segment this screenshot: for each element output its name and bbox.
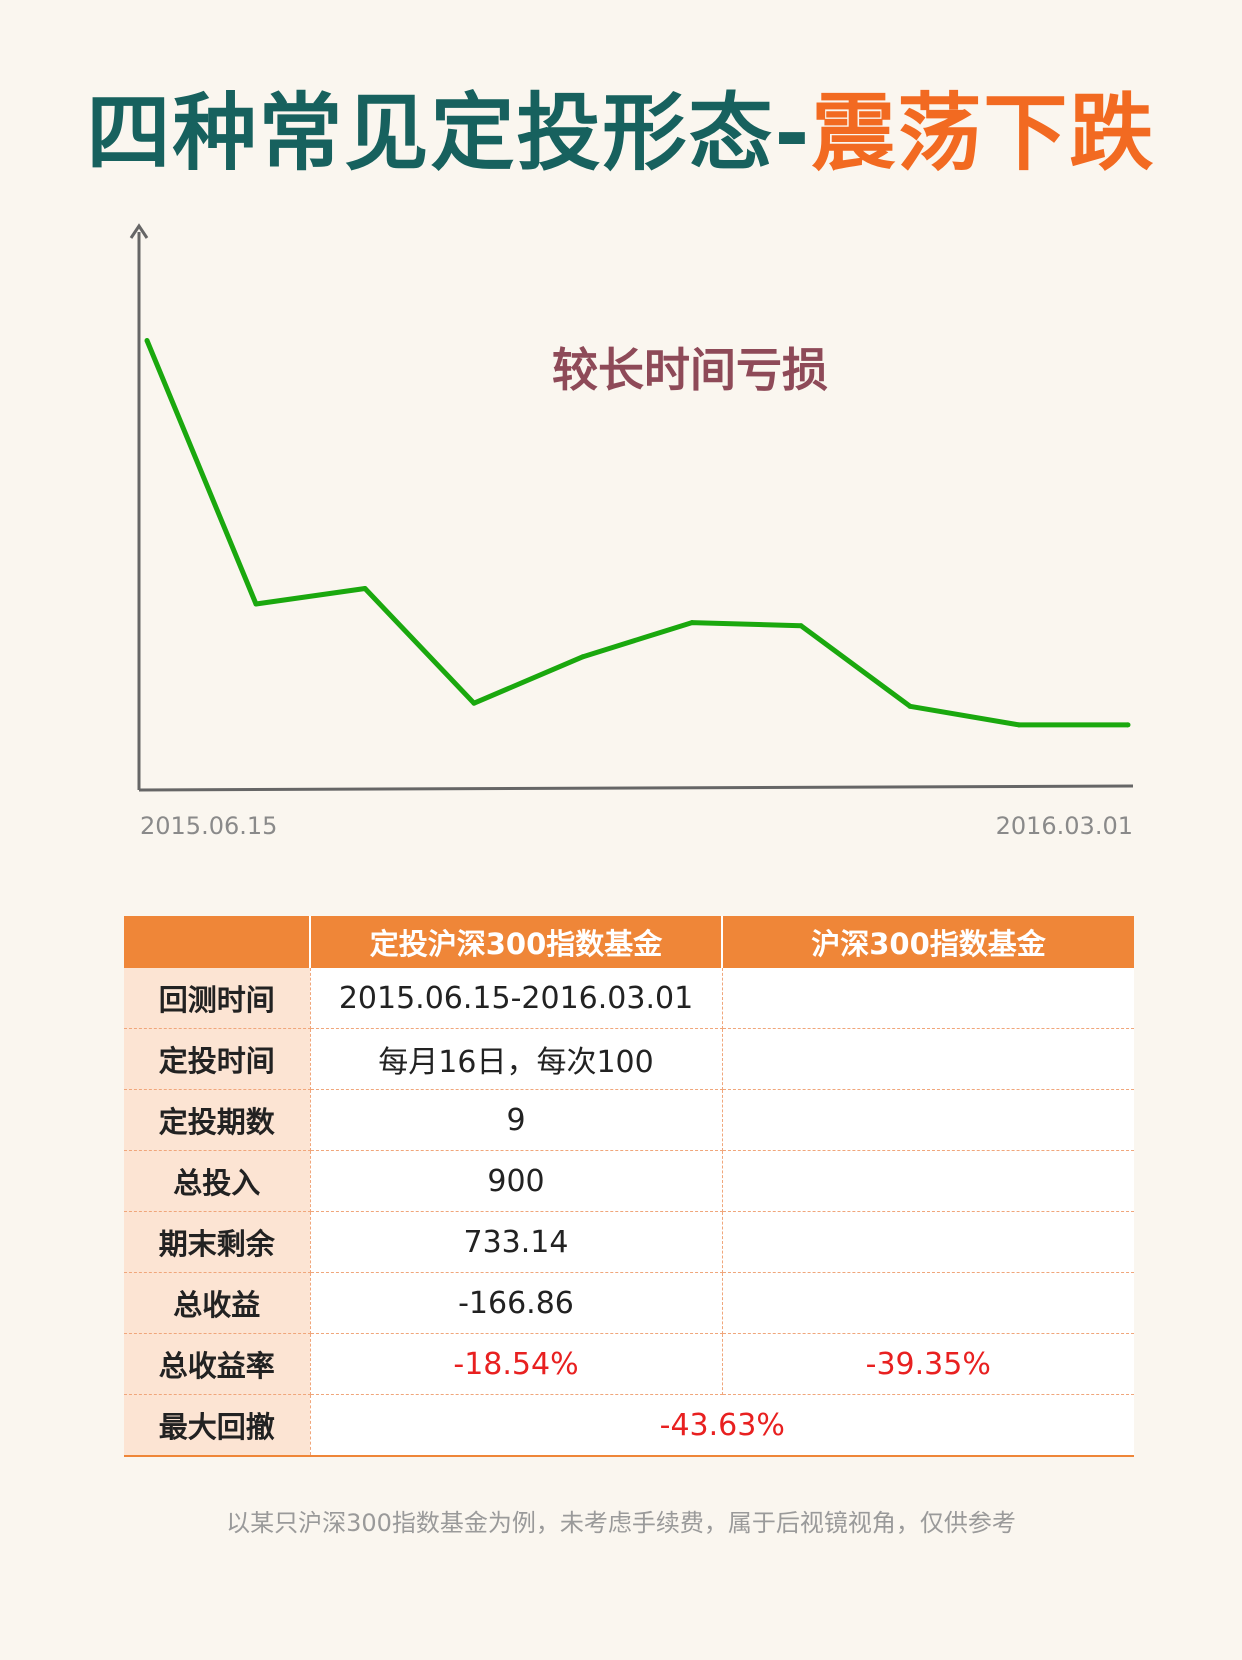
data-point-6	[798, 623, 804, 629]
data-point-1	[253, 601, 259, 607]
table-row: 回测时间 2015.06.15-2016.03.01	[124, 968, 1134, 1029]
table-row: 期末剩余 733.14	[124, 1211, 1134, 1273]
row-label: 总收益率	[124, 1333, 311, 1395]
data-point-4	[580, 654, 586, 660]
data-point-9	[1125, 722, 1131, 728]
table-row: 总投入 900	[124, 1150, 1134, 1212]
row-label: 最大回撤	[124, 1394, 311, 1457]
cell-dca: 9	[310, 1089, 723, 1151]
cell-index	[722, 1272, 1134, 1334]
cell-dca: -166.86	[310, 1272, 723, 1334]
data-point-0	[144, 338, 150, 343]
cell-index	[722, 1089, 1134, 1151]
cell-dca: -18.54%	[310, 1333, 723, 1395]
cell-dca: 每月16日，每次100	[310, 1028, 723, 1090]
title-main: 四种常见定投形态-	[86, 84, 812, 182]
table-row: 总收益率 -18.54% -39.35%	[124, 1333, 1134, 1395]
cell-dca: 733.14	[310, 1211, 723, 1273]
series-line	[144, 339, 1128, 728]
table-row: 定投时间 每月16日，每次100	[124, 1028, 1134, 1090]
table-row: 最大回撤 -43.63%	[124, 1394, 1134, 1457]
cell-dca: 900	[310, 1150, 723, 1212]
data-point-8	[1016, 722, 1022, 728]
row-label: 总收益	[124, 1272, 311, 1334]
x-axis	[138, 784, 1134, 792]
y-axis-arrow	[129, 223, 149, 239]
x-tick-end: 2016.03.01	[996, 812, 1133, 840]
data-point-5	[689, 620, 695, 626]
table-row: 定投期数 9	[124, 1089, 1134, 1151]
cell-index	[722, 1150, 1134, 1212]
cell-index	[722, 1211, 1134, 1273]
cell-index	[722, 968, 1134, 1029]
header-index-fund: 沪深300指数基金	[722, 916, 1134, 968]
row-label: 定投期数	[124, 1089, 311, 1151]
data-point-2	[362, 586, 368, 591]
row-label: 定投时间	[124, 1028, 311, 1090]
table-header-row: 定投沪深300指数基金 沪深300指数基金	[124, 916, 1134, 968]
summary-table: 定投沪深300指数基金 沪深300指数基金 回测时间 2015.06.15-20…	[124, 916, 1134, 1457]
data-point-3	[471, 700, 477, 706]
header-dca-fund: 定投沪深300指数基金	[310, 916, 723, 968]
table-row: 总收益 -166.86	[124, 1272, 1134, 1334]
title-highlight: 震荡下跌	[811, 84, 1156, 182]
row-label: 总投入	[124, 1150, 311, 1212]
x-tick-start: 2015.06.15	[140, 812, 277, 840]
cell-index: -39.35%	[722, 1333, 1134, 1395]
row-label: 回测时间	[124, 968, 311, 1029]
cell-merged: -43.63%	[310, 1394, 1134, 1457]
footnote: 以某只沪深300指数基金为例，未考虑手续费，属于后视镜视角，仅供参考	[226, 1509, 1016, 1537]
cell-index	[722, 1028, 1134, 1090]
header-blank	[124, 916, 311, 968]
line-chart: 较长时间亏损 2015.06.15 2016.03.01	[129, 223, 1134, 840]
cell-dca: 2015.06.15-2016.03.01	[310, 968, 723, 1029]
row-label: 期末剩余	[124, 1211, 311, 1273]
data-point-7	[907, 703, 913, 709]
page-title: 四种常见定投形态-震荡下跌	[0, 78, 1242, 188]
chart-annotation: 较长时间亏损	[552, 343, 828, 397]
